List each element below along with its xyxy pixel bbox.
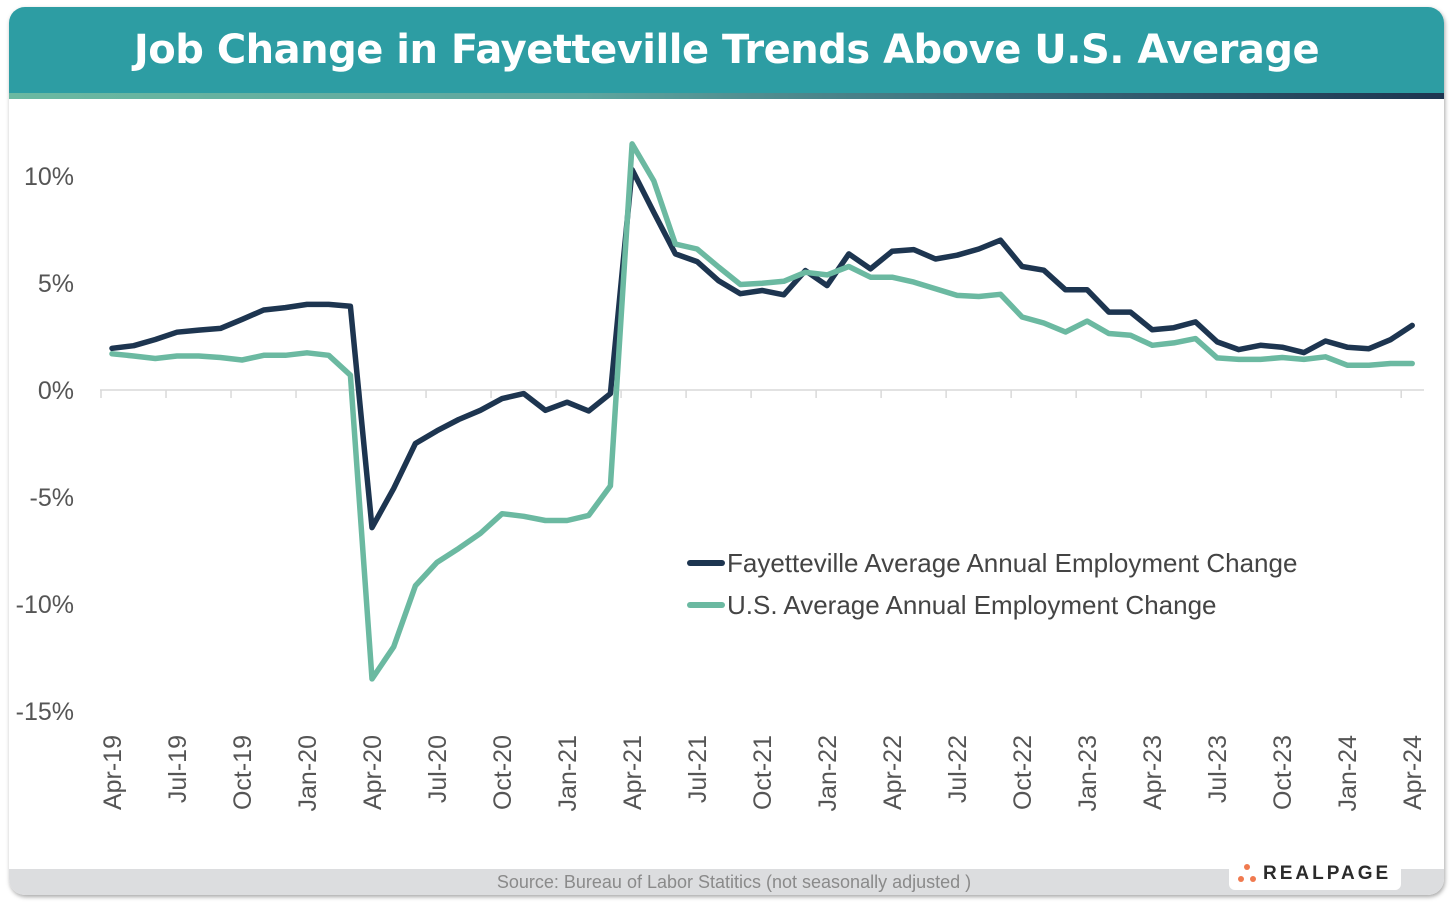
x-tick-label: Oct-20 <box>489 735 517 810</box>
x-tick-label: Jul-19 <box>164 735 192 803</box>
x-tick-label: Oct-22 <box>1009 735 1037 810</box>
legend-label: U.S. Average Annual Employment Change <box>727 590 1217 620</box>
x-tick-label: Oct-21 <box>749 735 777 810</box>
x-tick-label: Oct-23 <box>1269 735 1297 810</box>
x-tick-label: Jan-23 <box>1074 735 1102 811</box>
legend-label: Fayetteville Average Annual Employment C… <box>727 548 1297 578</box>
x-tick-label: Jul-22 <box>944 735 972 803</box>
source-note: Source: Bureau of Labor Statitics (not s… <box>496 872 972 892</box>
x-tick-label: Jul-20 <box>424 735 452 803</box>
logo-dots-icon <box>1238 864 1256 882</box>
y-tick-label: 5% <box>38 270 74 298</box>
y-tick-label: -15% <box>16 698 74 726</box>
y-tick-label: 10% <box>24 163 74 191</box>
x-tick-label: Oct-19 <box>229 735 257 810</box>
realpage-logo: REALPAGE <box>1229 858 1401 890</box>
x-tick-label: Apr-22 <box>879 735 907 810</box>
x-tick-label: Apr-23 <box>1139 735 1167 810</box>
x-tick-label: Jan-20 <box>294 735 322 811</box>
y-tick-label: -10% <box>16 591 74 619</box>
x-tick-label: Jul-23 <box>1204 735 1232 803</box>
x-tick-label: Jan-22 <box>814 735 842 811</box>
x-tick-label: Jul-21 <box>684 735 712 803</box>
header-accent-strip <box>9 93 1444 99</box>
header-bar <box>9 7 1444 93</box>
x-tick-label: Apr-20 <box>359 735 387 810</box>
x-tick-label: Jan-21 <box>554 735 582 811</box>
x-tick-label: Jan-24 <box>1334 735 1362 812</box>
x-tick-label: Apr-24 <box>1399 735 1427 810</box>
series-line-fayetteville <box>109 166 1415 531</box>
y-tick-label: -5% <box>30 484 74 512</box>
x-tick-label: Apr-19 <box>99 735 127 810</box>
chart-card: Job Change in Fayetteville Trends Above … <box>9 7 1444 895</box>
chart-title: Job Change in Fayetteville Trends Above … <box>133 27 1320 73</box>
footer-bar <box>9 869 1444 895</box>
y-tick-label: 0% <box>38 377 74 405</box>
logo-text: REALPAGE <box>1263 863 1392 884</box>
x-tick-label: Apr-21 <box>619 735 647 810</box>
